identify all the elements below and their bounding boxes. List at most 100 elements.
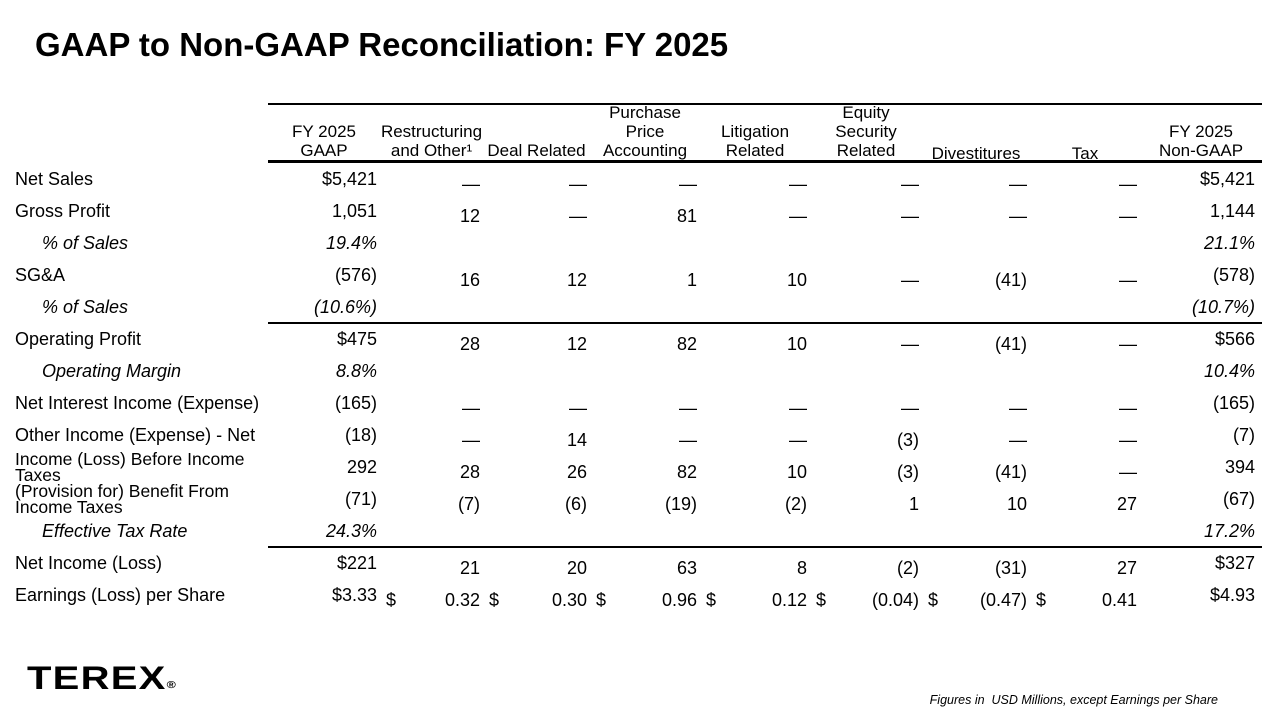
row-label: (Provision for) Benefit From Income Taxe…: [15, 481, 229, 517]
cell: (71): [344, 488, 377, 509]
cell: 82: [676, 333, 697, 354]
cell: (10.6%): [313, 296, 377, 317]
column-header: Restructuring and Other¹: [380, 122, 483, 160]
cell: 10: [786, 333, 807, 354]
registered-trademark-icon: ®: [166, 680, 176, 691]
cell: —: [1009, 205, 1027, 226]
table-row: Income (Loss) Before Income Taxes 292 28 26…: [0, 450, 1262, 484]
cell: 292: [346, 456, 377, 477]
cell: —: [901, 269, 919, 290]
cell: (18): [344, 424, 377, 445]
cell: —: [789, 429, 807, 450]
cell: —: [901, 333, 919, 354]
cell: (41): [994, 269, 1027, 290]
cell: (3): [897, 429, 919, 450]
cell: —: [462, 397, 480, 418]
cell: 10: [1006, 493, 1027, 514]
column-header: Purchase Price Accounting: [602, 103, 688, 160]
cell: —: [569, 173, 587, 194]
column-header: Divestitures: [931, 144, 1021, 163]
cell: —: [1009, 397, 1027, 418]
cell: 8: [796, 557, 807, 578]
dollar-sign: $: [386, 589, 397, 610]
table-row: % of Sales 19.4% 21.1%: [0, 227, 1262, 259]
cell: —: [569, 205, 587, 226]
cell: (19): [664, 493, 697, 514]
table-row: Operating Profit $475 28 12 82 10 — (41) — $566: [0, 322, 1262, 355]
row-label: Gross Profit: [15, 200, 111, 221]
cell: $0.41: [1030, 590, 1140, 611]
cell: (165): [1212, 392, 1255, 413]
cell: (165): [334, 392, 377, 413]
cell: $5,421: [321, 168, 377, 189]
table-row: Net Interest Income (Expense) (165) — — — — — —…: [0, 387, 1262, 419]
cell: 14: [566, 429, 587, 450]
cell-value: 0.12: [771, 589, 807, 610]
cell: (41): [994, 333, 1027, 354]
cell: $0.32: [380, 590, 483, 611]
cell: 21.1%: [1203, 232, 1255, 253]
cell: —: [789, 205, 807, 226]
row-label: Other Income (Expense) - Net: [15, 424, 256, 445]
cell: —: [569, 397, 587, 418]
cell: 8.8%: [335, 360, 377, 381]
cell: (6): [565, 493, 587, 514]
cell: —: [1119, 333, 1137, 354]
cell-value: (0.04): [871, 589, 919, 610]
cell: (10.7%): [1191, 296, 1255, 317]
cell: —: [901, 397, 919, 418]
reconciliation-table: FY 2025 GAAP Restructuring and Other¹ Deal…: [0, 103, 1262, 611]
row-label: Net Interest Income (Expense): [15, 392, 260, 413]
cell: 19.4%: [325, 232, 377, 253]
cell: (67): [1222, 488, 1255, 509]
terex-logo: TEREX®: [27, 660, 176, 697]
cell: $0.30: [483, 590, 590, 611]
table-header-row: FY 2025 GAAP Restructuring and Other¹ Deal…: [0, 103, 1262, 163]
cell: $221: [336, 552, 377, 573]
row-label: % of Sales: [42, 232, 129, 253]
table-row: SG&A (576) 16 12 1 10 — (41) — (578): [0, 259, 1262, 291]
column-header: Tax: [1071, 144, 1099, 163]
section-rule: [268, 546, 1262, 548]
cell-value: 0.41: [1101, 589, 1137, 610]
cell: 28: [459, 333, 480, 354]
cell: —: [1119, 397, 1137, 418]
cell: 27: [1116, 493, 1137, 514]
cell: —: [789, 173, 807, 194]
cell: $5,421: [1199, 168, 1255, 189]
cell: (41): [994, 461, 1027, 482]
table-row: Net Sales $5,421 — — — — — — — $5,421: [0, 163, 1262, 195]
cell: 10.4%: [1203, 360, 1255, 381]
cell: 81: [676, 205, 697, 226]
cell-value: 0.96: [661, 589, 697, 610]
table-row: Effective Tax Rate 24.3% 17.2%: [0, 515, 1262, 547]
cell: 28: [459, 461, 480, 482]
cell: —: [1119, 429, 1137, 450]
cell: 1,051: [331, 200, 377, 221]
cell: 24.3%: [325, 520, 377, 541]
cell-value: 0.32: [444, 589, 480, 610]
footnote-units: Figures in USD Millions, except Earnings…: [929, 693, 1218, 707]
cell: —: [679, 429, 697, 450]
footnotes: Figures in USD Millions, except Earnings…: [523, 663, 1218, 715]
row-label: Net Income (Loss): [15, 552, 163, 573]
table-row: Earnings (Loss) per Share $3.33 $0.32 $0.30…: [0, 579, 1262, 611]
column-header: Deal Related: [487, 141, 586, 160]
cell: 10: [786, 269, 807, 290]
table-row: Net Income (Loss) $221 21 20 63 8 (2) (31) 27 $32…: [0, 546, 1262, 579]
table-row: Gross Profit 1,051 12 — 81 — — — — 1,144: [0, 195, 1262, 227]
header-bottom-rule: [268, 160, 1262, 163]
row-label: Operating Profit: [15, 328, 142, 349]
cell: —: [679, 397, 697, 418]
page-title: GAAP to Non-GAAP Reconciliation: FY 2025: [35, 26, 729, 63]
table-row: Other Income (Expense) - Net (18) — 14 — — (3)…: [0, 419, 1262, 451]
row-label: Operating Margin: [42, 360, 182, 381]
cell: (3): [897, 461, 919, 482]
dollar-sign: $: [706, 589, 717, 610]
cell: 20: [566, 557, 587, 578]
cell: (31): [994, 557, 1027, 578]
section-rule: [268, 322, 1262, 324]
column-header: Equity Security Related: [835, 103, 897, 160]
cell: —: [679, 173, 697, 194]
cell: —: [462, 173, 480, 194]
